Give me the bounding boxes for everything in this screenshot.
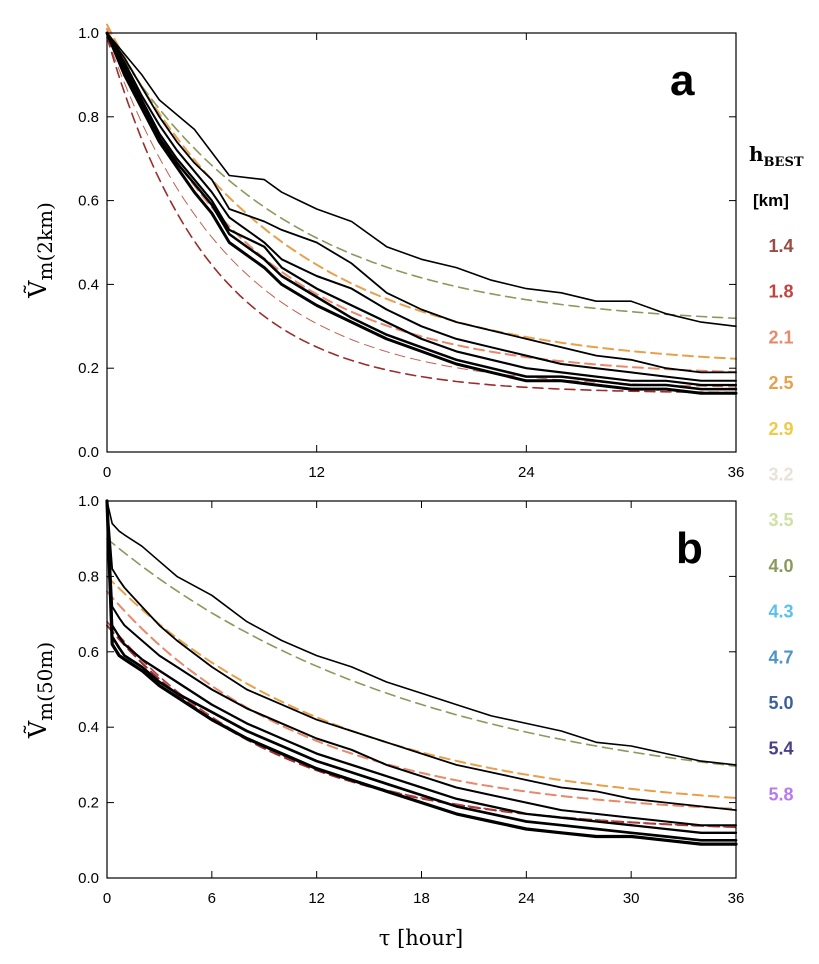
panel-b-series-7-fit-line: [106, 575, 737, 799]
panel-b-ytick-label: 1.0: [78, 493, 99, 510]
panel-a-xtick-label: 24: [518, 464, 535, 481]
legend-entry: 3.2: [768, 465, 793, 485]
legend-entries: 1.4 1.8 2.1 2.5 2.9 3.2 3.5 4.0 4.3 4.7 5.0 5.4 5.8: [768, 236, 793, 804]
legend-entry: 1.8: [768, 282, 793, 302]
panel-a-xtick-label: 12: [308, 464, 325, 481]
panel-b-ytick-label: 0.2: [78, 795, 99, 812]
panel-b-frame: [106, 500, 737, 879]
panel-a-series-5-line: [105, 31, 738, 395]
panel-a-series-0-line: [106, 32, 737, 328]
legend-entry: 5.0: [768, 693, 793, 713]
panel-b-series: [105, 499, 738, 846]
panel-a: 0 12 24 36 0.0 0.2 0.4 0.6 0.8 1.0 a Ṽm(2km): [22, 23, 744, 481]
panel-b-ytick-label: 0.6: [78, 644, 99, 661]
panel-b-series-1-line: [106, 500, 737, 811]
panel-b-xtick-label: 0: [103, 890, 111, 907]
legend-entry: 2.1: [768, 327, 793, 347]
legend-entry: 5.8: [768, 784, 793, 804]
panel-b-letter: b: [676, 524, 703, 573]
panel-a-series-4-line: [105, 31, 738, 391]
panel-a-ytick-label: 0.0: [78, 444, 99, 461]
panel-a-series-10-fit-line: [106, 36, 737, 394]
legend: hBEST [km] 1.4 1.8 2.1 2.5 2.9 3.2 3.5 4.0 4.3 4.…: [749, 142, 804, 804]
panel-b-xtick-label: 30: [623, 890, 640, 907]
panel-b-series-9-fit-line: [106, 624, 737, 829]
panel-a-series: [105, 23, 738, 395]
panel-a-series-2-line: [106, 32, 737, 382]
panel-b-ytick-label: 0.4: [78, 719, 99, 736]
panel-a-ylabel-main: Ṽ: [22, 280, 52, 299]
panel-b-ytick-label: 0.0: [78, 870, 99, 887]
legend-entry: 4.0: [768, 556, 793, 576]
legend-title-main: h: [749, 142, 764, 166]
legend-entry: 4.3: [768, 602, 793, 622]
legend-entry: 2.9: [768, 419, 793, 439]
panel-b-ylabel-sub: m(50m): [33, 642, 57, 721]
legend-title-sub: BEST: [764, 155, 804, 170]
panel-b-ytick-label: 0.8: [78, 568, 99, 585]
panel-a-xtick-label: 0: [103, 464, 111, 481]
svg-text:Ṽm(2km): Ṽm(2km): [22, 202, 57, 299]
panel-a-series-8-fit-line: [106, 27, 737, 373]
panel-b-series-6-fit-line: [106, 537, 737, 767]
panel-b-series-2-line: [106, 500, 737, 827]
panel-a-series-6-fit-line: [106, 32, 737, 320]
panel-b-xtick-label: 12: [308, 890, 325, 907]
legend-entry: 4.7: [768, 647, 793, 667]
panel-a-ylabel: Ṽm(2km): [22, 202, 57, 299]
panel-a-series-3-line: [105, 31, 738, 387]
panel-b-axes: 0 6 12 18 24 30 36 0.0 0.2 0.4 0.6 0.8 1.0: [78, 493, 744, 907]
panel-a-series-9-fit-line: [106, 36, 737, 388]
legend-entry: 5.4: [768, 739, 793, 759]
panel-b-xtick-label: 6: [208, 890, 216, 907]
panel-a-ytick-label: 0.4: [78, 276, 99, 293]
panel-b-series-5-line: [105, 499, 738, 846]
legend-title: hBEST: [749, 142, 804, 170]
panel-b-ylabel-main: Ṽ: [22, 720, 52, 739]
panel-b-ylabel: Ṽm(50m): [22, 642, 57, 739]
panel-a-ytick-label: 0.6: [78, 193, 99, 210]
panel-b-xtick-label: 36: [728, 890, 745, 907]
svg-text:Ṽm(50m): Ṽm(50m): [22, 642, 57, 739]
panel-b-series-8-fit-line: [106, 590, 737, 810]
panel-b: 0 6 12 18 24 30 36 0.0 0.2 0.4 0.6 0.8 1.0 b Ṽm(50m)…: [22, 493, 744, 950]
panel-a-ytick-label: 1.0: [78, 25, 99, 42]
legend-unit: [km]: [753, 191, 789, 210]
panel-b-xtick-label: 18: [413, 890, 430, 907]
panel-a-series-1-line: [106, 32, 737, 374]
panel-a-ytick-label: 0.2: [78, 360, 99, 377]
legend-entry: 1.4: [768, 236, 793, 256]
panel-a-letter: a: [670, 56, 695, 105]
panel-a-ylabel-sub: m(2km): [33, 202, 57, 280]
panel-a-axes: 0 12 24 36 0.0 0.2 0.4 0.6 0.8 1.0: [78, 25, 744, 481]
panel-b-xlabel: τ [hour]: [379, 926, 463, 950]
panel-b-series-4-line: [105, 499, 738, 842]
panel-a-frame: [106, 32, 737, 453]
panel-b-xtick-label: 24: [518, 890, 535, 907]
panel-a-series-7-fit-line: [106, 23, 737, 360]
panel-b-series-10-fit-line: [106, 620, 737, 828]
panel-a-xtick-label: 36: [728, 464, 745, 481]
panel-b-series-3-line: [105, 499, 738, 834]
panel-b-series-0-line: [106, 500, 737, 766]
legend-entry: 3.5: [768, 510, 793, 530]
legend-entry: 2.5: [768, 373, 793, 393]
panel-a-ytick-label: 0.8: [78, 109, 99, 126]
